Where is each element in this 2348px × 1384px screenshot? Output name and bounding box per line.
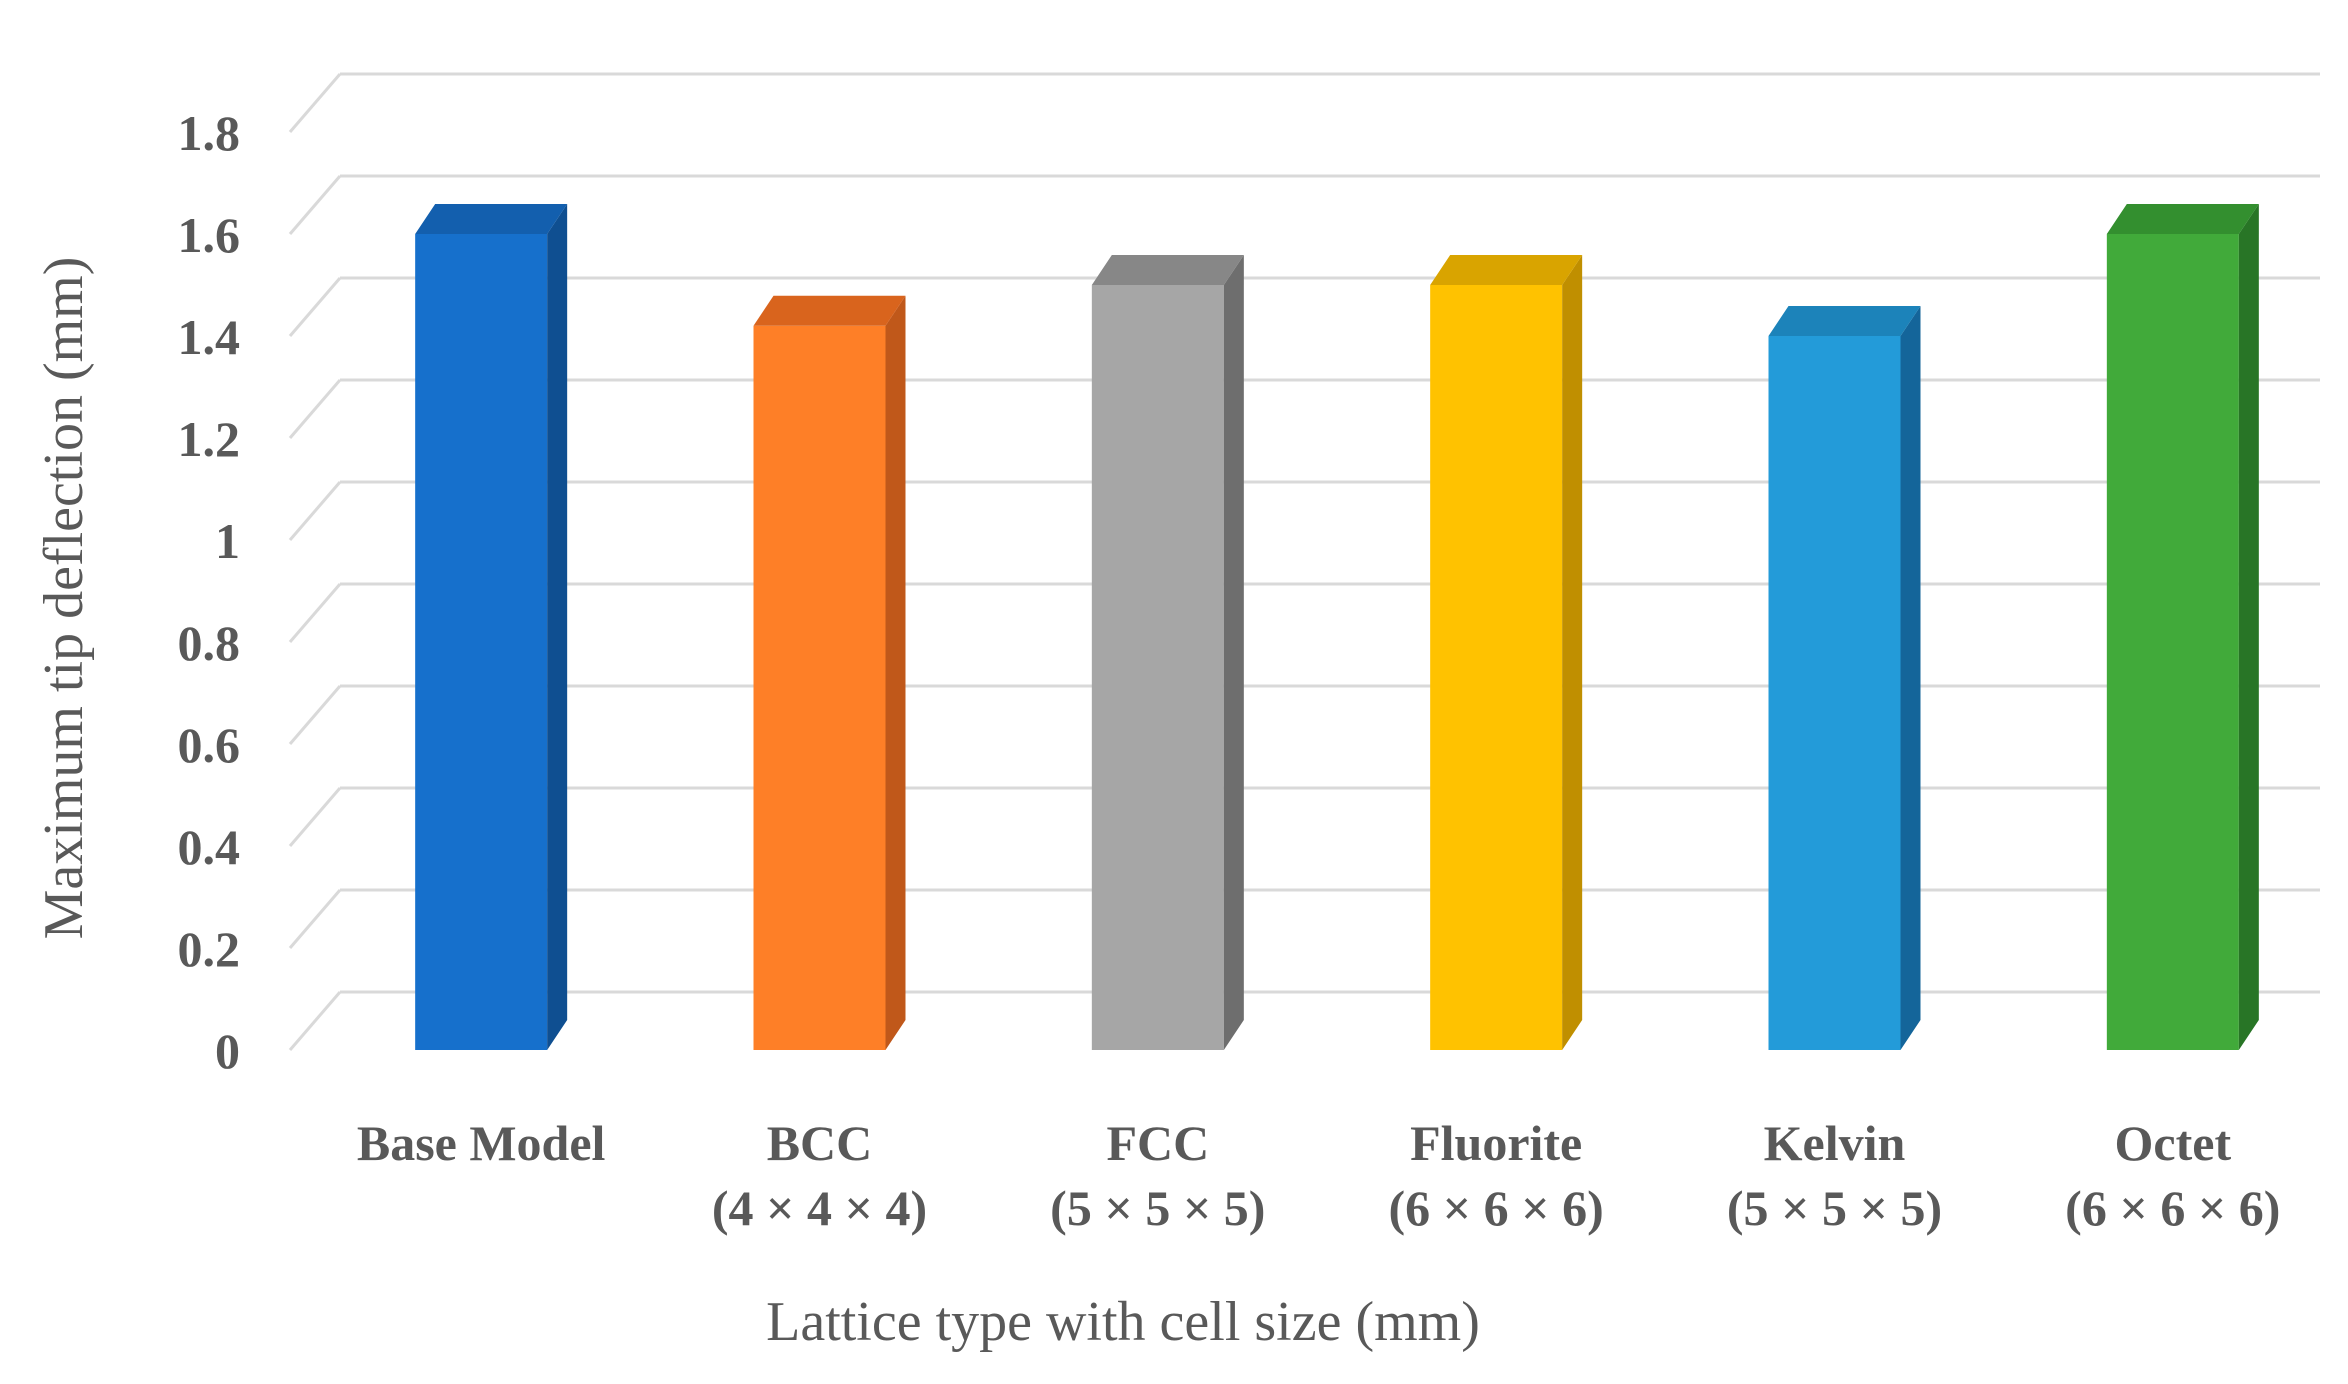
x-category-cell-size: (6 × 6 × 6) — [1389, 1180, 1604, 1236]
bar-side — [547, 204, 568, 1050]
x-axis-title: Lattice type with cell size (mm) — [766, 1291, 1480, 1353]
gridline-side — [288, 277, 342, 337]
bar-top — [1091, 255, 1244, 285]
gridline-side — [288, 787, 342, 847]
bar-fluorite — [1430, 255, 1583, 1050]
gridline-side — [288, 889, 342, 949]
bar-top — [415, 204, 568, 234]
x-category-cell-size: (5 × 5 × 5) — [1727, 1180, 1942, 1236]
gridline-side — [288, 481, 342, 541]
x-category-label: Kelvin — [1764, 1115, 1906, 1171]
gridline-side — [288, 175, 342, 235]
bar-top — [753, 295, 906, 326]
bar-layer — [415, 204, 2259, 1050]
bar-side — [1562, 255, 1583, 1050]
bar-top — [1768, 306, 1921, 336]
y-tick-label: 0.2 — [178, 921, 241, 977]
x-category-cell-size: (4 × 4 × 4) — [712, 1180, 927, 1236]
bar-front — [753, 325, 886, 1050]
bar-side — [1223, 255, 1244, 1050]
gridline-side — [288, 685, 342, 745]
y-tick-label: 0.4 — [178, 819, 241, 875]
bar-bcc — [753, 295, 906, 1050]
y-tick-label: 1.6 — [178, 207, 241, 263]
bar-front — [415, 234, 548, 1050]
x-category-label: Fluorite — [1410, 1115, 1582, 1171]
y-axis-ticks: 0 0.2 0.4 0.6 0.8 1 1.2 1.4 1.6 1.8 — [178, 105, 241, 1079]
bar-side — [885, 295, 906, 1050]
y-tick-label: 0 — [215, 1023, 240, 1079]
grid-layer — [288, 72, 2320, 1051]
bar-base-model — [415, 204, 568, 1050]
gridline-side — [288, 379, 342, 439]
y-tick-label: 1 — [215, 513, 240, 569]
bar-fcc — [1091, 255, 1244, 1050]
bar-front — [1768, 336, 1901, 1050]
bar-top — [1430, 255, 1583, 285]
y-tick-label: 0.6 — [178, 717, 241, 773]
y-tick-label: 0.8 — [178, 615, 241, 671]
y-tick-label: 1.8 — [178, 105, 241, 161]
y-tick-label: 1.2 — [178, 411, 241, 467]
gridline-side — [288, 73, 342, 133]
bar-kelvin — [1768, 306, 1921, 1050]
bar-front — [1091, 285, 1224, 1050]
x-category-cell-size: (5 × 5 × 5) — [1050, 1180, 1265, 1236]
y-axis-title: Maximum tip deflection (mm) — [33, 257, 95, 940]
x-category-cell-size: (6 × 6 × 6) — [2065, 1180, 2280, 1236]
bar-front — [2106, 234, 2239, 1050]
y-tick-label: 1.4 — [178, 309, 241, 365]
x-category-label: FCC — [1106, 1115, 1209, 1171]
x-category-label: Base Model — [357, 1115, 606, 1171]
bar-front — [1430, 285, 1563, 1050]
x-axis-categories: Base Model BCC (4 × 4 × 4) FCC (5 × 5 × 5) Fl… — [357, 1115, 2281, 1236]
x-category-label: Octet — [2115, 1115, 2232, 1171]
gridline-side — [288, 583, 342, 643]
gridline-side — [288, 991, 342, 1051]
bar-top — [2106, 204, 2259, 234]
bar-octet — [2106, 204, 2259, 1050]
x-category-label: BCC — [767, 1115, 873, 1171]
bar-side — [2238, 204, 2259, 1050]
bar-side — [1900, 306, 1921, 1050]
